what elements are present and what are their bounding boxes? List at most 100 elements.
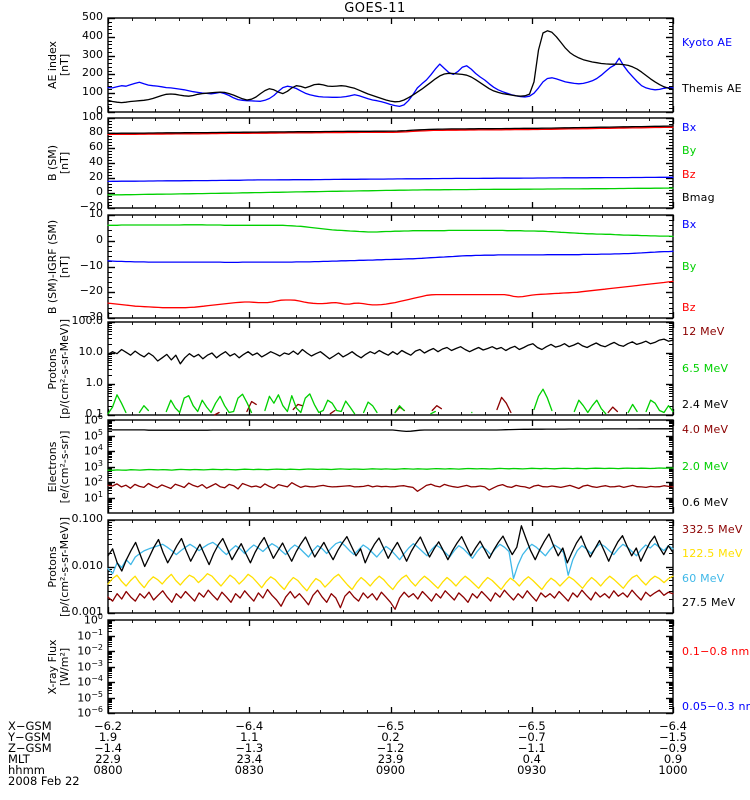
- y-tick-label: −20: [79, 200, 103, 213]
- y-tick-label: 100: [83, 612, 103, 627]
- footer-value: 0930: [517, 763, 547, 777]
- footer-value: −1.1: [517, 741, 546, 755]
- y-tick-label: 300: [82, 47, 103, 61]
- legend-label: By: [682, 144, 697, 158]
- y-tick-label: 20: [89, 170, 103, 183]
- y-tick-label: 0.1: [85, 407, 104, 420]
- footer-value: 0.9: [663, 752, 683, 766]
- footer-row-name: Z−GSM: [8, 741, 52, 755]
- legend-label: 6.5 MeV: [682, 361, 729, 375]
- footer-value: 0830: [234, 763, 264, 777]
- y-tick-label: 0: [96, 232, 103, 246]
- legend-label: 0.05−0.3 nm: [682, 700, 750, 713]
- footer-value: 23.4: [236, 752, 263, 766]
- y-tick-label: 101: [83, 489, 103, 505]
- footer-value: 1.9: [98, 730, 118, 744]
- legend-label: 122.5 MeV: [682, 547, 743, 561]
- y-axis-unit-label: [W/m²]: [58, 647, 71, 686]
- y-axis-unit-label: [p/(cm²-s-sr-MeV)]: [58, 318, 71, 419]
- y-axis-unit-label: [nT]: [58, 53, 71, 77]
- legend-label: Kyoto AE: [682, 36, 733, 49]
- footer-row-name: X−GSM: [8, 719, 52, 733]
- footer-row-name: Y−GSM: [8, 730, 51, 744]
- y-tick-label: 1.0: [85, 376, 104, 389]
- legend-label: By: [682, 259, 697, 273]
- footer-value: 0.2: [381, 730, 400, 744]
- footer-value: −6.4: [659, 719, 687, 733]
- footer-value: −1.2: [376, 741, 405, 755]
- y-tick-label: 100: [82, 110, 103, 123]
- legend-label: Themis AE: [682, 82, 742, 95]
- footer-date: 2008 Feb 22: [8, 774, 80, 788]
- footer-value: −6.4: [235, 719, 264, 733]
- page-title: GOES-11: [344, 1, 406, 16]
- y-tick-label: 102: [83, 474, 103, 489]
- legend-label: 2.0 MeV: [682, 459, 729, 473]
- y-tick-label: 10−3: [77, 658, 103, 674]
- footer-value: −1.4: [94, 741, 122, 755]
- legend-label: Bx: [682, 121, 697, 134]
- y-tick-label: 10−1: [77, 627, 103, 643]
- y-axis-unit-label: [e/(cm²-s-sr)]: [58, 430, 71, 503]
- y-tick-label: 0.100: [71, 512, 104, 525]
- footer-value: −1.3: [235, 741, 264, 755]
- y-tick-label: 10−5: [77, 689, 103, 705]
- y-axis-unit-label: [nT]: [58, 255, 71, 278]
- footer-value: 23.9: [377, 752, 404, 766]
- legend-label: 2.4 MeV: [682, 398, 729, 411]
- footer-row-name: hhmm: [8, 763, 45, 777]
- y-tick-label: 10: [89, 207, 103, 220]
- y-tick-label: 0: [96, 185, 103, 198]
- y-tick-label: 105: [83, 427, 103, 443]
- y-tick-label: −20: [79, 284, 103, 298]
- y-tick-label: 60: [89, 140, 103, 153]
- legend-label: 0.6 MeV: [682, 496, 729, 509]
- footer-value: −6.5: [517, 719, 546, 733]
- y-tick-label: 40: [89, 155, 103, 168]
- y-tick-label: 0.001: [71, 605, 104, 618]
- footer-row-name: MLT: [8, 752, 30, 766]
- legend-label: Bz: [682, 301, 696, 314]
- legend-label: 0.1−0.8 nm: [682, 645, 750, 658]
- y-tick-label: 104: [83, 443, 103, 458]
- legend-label: Bx: [682, 218, 697, 231]
- y-tick-label: 100.0: [71, 314, 104, 327]
- footer-value: 22.9: [95, 752, 121, 766]
- legend-label: 60 MeV: [682, 571, 725, 585]
- footer-value: −0.9: [659, 741, 687, 755]
- legend-label: 12 MeV: [682, 325, 725, 338]
- y-tick-label: 10−4: [77, 674, 103, 689]
- footer-value: −6.5: [376, 719, 405, 733]
- y-tick-label: 100: [82, 85, 103, 99]
- footer-value: −0.7: [517, 730, 546, 744]
- footer-value: 1000: [658, 763, 688, 777]
- legend-label: Bz: [682, 167, 696, 181]
- y-tick-label: −30: [79, 310, 103, 323]
- footer-value: −1.5: [659, 730, 687, 744]
- y-tick-label: 10.0: [78, 345, 104, 358]
- y-tick-label: 200: [82, 66, 103, 80]
- y-tick-label: 500: [82, 10, 103, 23]
- y-tick-label: 400: [82, 28, 103, 42]
- legend-label: 4.0 MeV: [682, 423, 729, 436]
- y-axis-unit-label: [p/(cm²-s-sr-MeV)]: [58, 516, 71, 617]
- legend-label: 27.5 MeV: [682, 596, 736, 609]
- y-tick-label: 103: [83, 458, 103, 474]
- footer-value: 0900: [375, 763, 406, 777]
- legend-label: Bmag: [682, 191, 715, 204]
- footer-value: −6.2: [94, 719, 122, 733]
- y-axis-unit-label: [nT]: [58, 151, 71, 175]
- y-tick-label: 10−6: [77, 705, 103, 720]
- footer-value: 0.4: [522, 752, 541, 766]
- y-tick-label: 0: [96, 104, 103, 117]
- y-tick-label: 80: [89, 125, 103, 138]
- footer-value: 1.1: [240, 730, 259, 744]
- footer-value: 0800: [93, 763, 123, 777]
- y-tick-label: 0.010: [71, 558, 104, 572]
- legend-label: 332.5 MeV: [682, 523, 743, 536]
- y-tick-label: 10−2: [77, 643, 103, 658]
- y-tick-label: −10: [79, 258, 103, 272]
- y-tick-label: 106: [83, 412, 103, 427]
